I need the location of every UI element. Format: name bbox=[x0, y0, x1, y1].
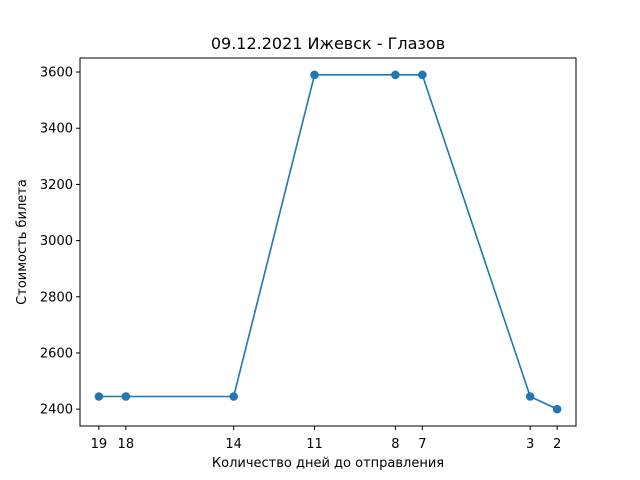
axes-frame bbox=[79, 57, 577, 427]
x-axis-label: Количество дней до отправления bbox=[212, 456, 444, 471]
y-tick-label: 3000 bbox=[40, 234, 73, 249]
y-tick-label: 3400 bbox=[40, 122, 73, 137]
x-tick-label: 19 bbox=[91, 437, 108, 452]
series-line bbox=[98, 74, 558, 410]
x-tick-label: 11 bbox=[306, 437, 323, 452]
y-tick-label: 2600 bbox=[40, 346, 73, 361]
data-point bbox=[121, 392, 131, 401]
y-axis-label: Стоимость билета bbox=[15, 179, 30, 305]
data-point bbox=[391, 70, 400, 80]
x-tick-label: 18 bbox=[118, 437, 135, 452]
x-tick-label: 7 bbox=[418, 437, 426, 452]
data-point bbox=[552, 404, 562, 414]
x-tick-label: 3 bbox=[526, 437, 534, 452]
data-point bbox=[525, 392, 535, 401]
x-tick-label: 8 bbox=[391, 437, 399, 452]
data-point bbox=[310, 70, 319, 80]
plot-area: 2400 2600 2800 3000 3200 3400 3600 19 18 14 11 8 7 3 2 bbox=[40, 66, 562, 452]
y-tick-label: 3200 bbox=[40, 178, 73, 193]
data-point bbox=[94, 392, 104, 401]
y-tick-label: 3600 bbox=[40, 66, 73, 81]
chart-title: 09.12.2021 Ижевск - Глазов bbox=[211, 34, 445, 53]
data-point bbox=[418, 70, 427, 80]
y-tick-label: 2400 bbox=[40, 403, 73, 418]
x-tick-label: 2 bbox=[553, 437, 561, 452]
y-tick-label: 2800 bbox=[40, 290, 73, 305]
x-tick-label: 14 bbox=[225, 437, 242, 452]
data-point bbox=[229, 392, 238, 401]
